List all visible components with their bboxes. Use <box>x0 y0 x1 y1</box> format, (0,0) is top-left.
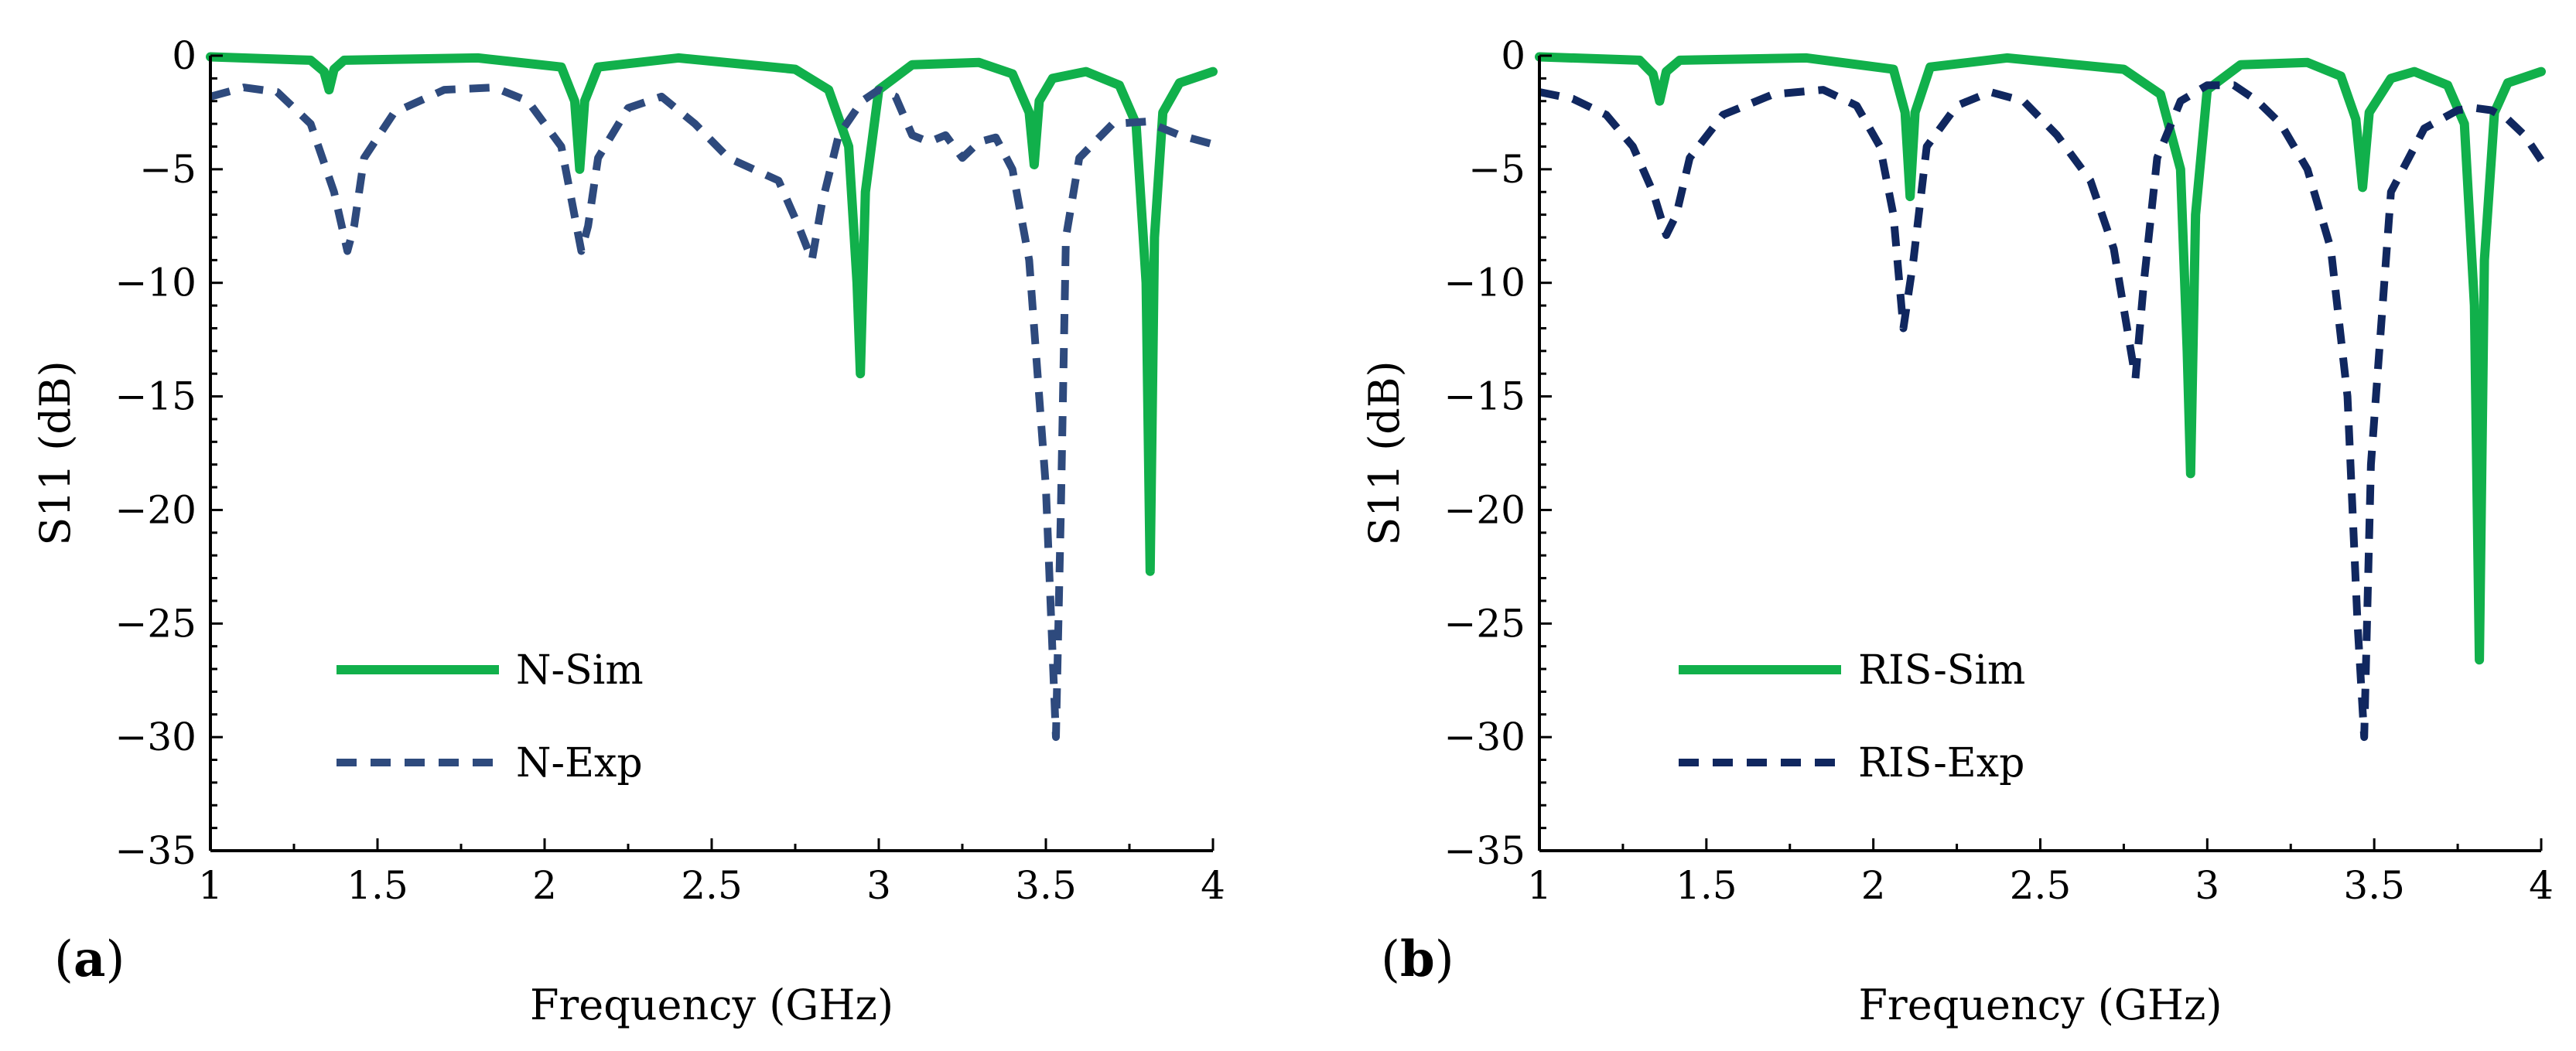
panel-a-legend: N-Sim N-Exp <box>337 647 644 787</box>
panel-a-ytick-label: −10 <box>114 261 196 305</box>
panel-b-xtick-label: 3.5 <box>2343 863 2405 908</box>
panel-a-series-n-exp <box>209 84 1215 742</box>
panel-b-ytick-label: −35 <box>1443 828 1525 873</box>
panel-a-xtick-label: 2.5 <box>681 863 743 908</box>
legend-label-n-exp: N-Exp <box>516 740 643 787</box>
panel-b-xtick-label: 4 <box>2529 863 2554 908</box>
panel-b-xtick-label: 1 <box>1527 863 1552 908</box>
panel-a-ytick-label: −25 <box>114 601 196 646</box>
legend-label-ris-exp: RIS-Exp <box>1858 740 2024 787</box>
panel-a-ylabel: S11 (dB) <box>31 360 80 545</box>
panel-b: 1 1.5 2 2.5 3 3.5 4 0 −5 −10 −15 −20 −25 −30 −35 Frequ… <box>1360 33 2554 1029</box>
legend-label-ris-sim: RIS-Sim <box>1858 647 2025 694</box>
panel-a-xlabel: Frequency (GHz) <box>530 981 893 1029</box>
panel-b-series-ris-sim <box>1535 52 2546 665</box>
panel-b-plot-area: 1 1.5 2 2.5 3 3.5 4 0 −5 −10 −15 −20 −25 −30 −35 <box>1443 33 2553 908</box>
panel-a-xtick-label: 3.5 <box>1015 863 1077 908</box>
panel-a-xtick-label: 1 <box>198 863 223 908</box>
panel-a-ytick-label: 0 <box>172 33 196 78</box>
panel-a-ytick-label: −20 <box>114 487 196 532</box>
panel-a-ytick-label: −30 <box>114 715 196 759</box>
panel-b-ytick-label: 0 <box>1501 33 1525 78</box>
panel-a-xtick-label: 1.5 <box>347 863 408 908</box>
panel-b-ytick-label: −30 <box>1443 715 1525 759</box>
panel-a-series-n-sim <box>206 52 1218 576</box>
panel-b-xtick-label: 2.5 <box>2010 863 2072 908</box>
panel-a-plot-area: 1 1.5 2 2.5 3 3.5 4 0 −5 −10 −15 −20 −25 −30 −35 <box>114 33 1225 908</box>
panel-b-tag: (b) <box>1381 930 1454 988</box>
panel-a-xtick-label: 2 <box>532 863 557 908</box>
panel-b-ylabel: S11 (dB) <box>1360 360 1409 545</box>
panel-a: 1 1.5 2 2.5 3 3.5 4 0 −5 −10 −15 −20 −25 −30 −35 Frequ… <box>31 33 1225 1029</box>
panel-b-ytick-label: −20 <box>1443 487 1525 532</box>
panel-b-ytick-label: −5 <box>1468 147 1525 192</box>
panel-b-xtick-label: 3 <box>2195 863 2219 908</box>
panel-b-series-ris-exp <box>1539 81 2545 742</box>
panel-b-xtick-label: 2 <box>1861 863 1886 908</box>
panel-b-ytick-label: −25 <box>1443 601 1525 646</box>
legend-label-n-sim: N-Sim <box>516 647 644 694</box>
panel-b-xtick-label: 1.5 <box>1676 863 1737 908</box>
panel-a-xtick-label: 4 <box>1201 863 1225 908</box>
panel-b-legend: RIS-Sim RIS-Exp <box>1679 647 2025 787</box>
panel-a-tag: (a) <box>54 930 125 988</box>
panel-b-xlabel: Frequency (GHz) <box>1858 981 2222 1029</box>
panel-b-ytick-label: −15 <box>1443 374 1525 419</box>
panel-a-xtick-label: 3 <box>866 863 891 908</box>
panel-a-ytick-label: −5 <box>139 147 196 192</box>
panel-a-ytick-label: −35 <box>114 828 196 873</box>
panel-b-ytick-label: −10 <box>1443 261 1525 305</box>
panel-a-ytick-label: −15 <box>114 374 196 419</box>
